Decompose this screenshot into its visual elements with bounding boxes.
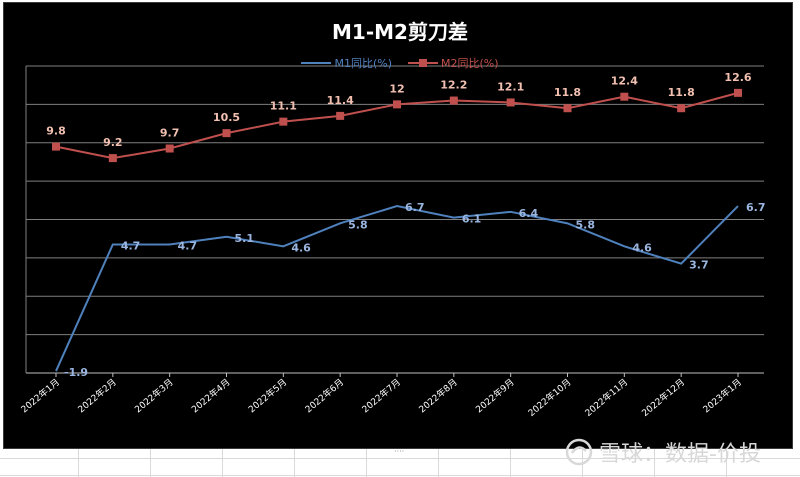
data-label-m2: 12.1 [497, 80, 524, 93]
data-point-m2 [734, 88, 742, 97]
data-point-m2 [677, 104, 686, 113]
data-label-m2: 9.8 [46, 125, 66, 138]
legend-swatch-m2 [408, 59, 438, 67]
data-point-m2 [393, 100, 401, 109]
data-label-m2: 9.7 [160, 127, 180, 140]
data-label-m2: 11.1 [270, 100, 297, 113]
data-label-m1: 4.6 [632, 241, 652, 254]
x-tick-label: 2022年5月 [246, 376, 289, 415]
x-tick-label: 2022年3月 [132, 376, 175, 415]
watermark: 雪球：数据-价投 [565, 436, 761, 468]
data-point-m2 [108, 154, 117, 163]
data-label-m2: 9.2 [103, 136, 123, 149]
data-label-m1: 5.8 [576, 218, 596, 231]
data-label-m2: 11.4 [327, 94, 354, 107]
x-tick-label: 2022年1月 [18, 376, 61, 415]
x-tick-label: 2022年7月 [359, 376, 402, 415]
data-label-m2: 12.2 [440, 79, 467, 92]
data-label-m1: 6.4 [519, 207, 539, 220]
data-label-m2: 10.5 [213, 111, 240, 124]
data-label-m2: 12.4 [611, 75, 638, 88]
x-tick-label: 2022年6月 [303, 376, 346, 415]
data-label-m1: 5.8 [348, 218, 368, 231]
data-label-m1: -1.9 [64, 366, 88, 379]
chart-legend: M1同比(%) M2同比(%) [0, 55, 800, 71]
data-point-m2 [620, 92, 629, 101]
data-label-m1: 6.7 [746, 201, 766, 214]
watermark-text: 雪球：数据-价投 [599, 442, 761, 467]
data-point-m2 [506, 98, 515, 107]
chart-area[interactable] [3, 2, 793, 449]
data-point-m2 [279, 117, 288, 126]
data-label-m1: 4.7 [178, 239, 198, 252]
data-label-m2: 11.8 [668, 86, 695, 99]
x-tick-label: 2022年4月 [189, 376, 232, 415]
resize-handle[interactable]: ···· [394, 447, 405, 456]
x-tick-label: 2022年9月 [473, 376, 516, 415]
series-line-m1 [55, 205, 739, 372]
chart-title: M1-M2剪刀差 [332, 20, 468, 44]
data-label-m2: 12 [389, 82, 404, 95]
data-point-m2 [222, 129, 231, 138]
x-tick-label: 2023年1月 [700, 376, 743, 415]
x-tick-label: 2022年11月 [582, 376, 630, 419]
x-tick-label: 2022年10月 [526, 376, 574, 419]
data-point-m2 [336, 111, 345, 120]
legend-item-m1: M1同比(%) [301, 55, 392, 71]
data-point-m2 [165, 144, 174, 153]
data-point-m2 [52, 142, 60, 151]
data-point-m2 [563, 104, 572, 113]
data-label-m2: 12.6 [724, 71, 751, 84]
data-label-m2: 11.8 [554, 86, 581, 99]
data-label-m1: 3.7 [689, 259, 709, 272]
x-tick-label: 2022年2月 [75, 376, 118, 415]
x-tick-label: 2022年8月 [416, 376, 459, 415]
data-label-m1: 6.1 [462, 213, 482, 226]
data-label-m1: 6.7 [405, 201, 425, 214]
legend-label-m2: M2同比(%) [441, 57, 499, 70]
legend-swatch-m1 [301, 62, 332, 64]
data-label-m1: 4.7 [121, 239, 141, 252]
x-tick-label: 2022年12月 [639, 376, 687, 419]
snowball-logo-icon [565, 438, 593, 466]
data-label-m1: 4.6 [291, 241, 311, 254]
legend-label-m1: M1同比(%) [334, 57, 392, 70]
data-label-m1: 5.1 [235, 232, 255, 245]
data-point-m2 [449, 96, 458, 105]
legend-item-m2: M2同比(%) [408, 55, 499, 71]
